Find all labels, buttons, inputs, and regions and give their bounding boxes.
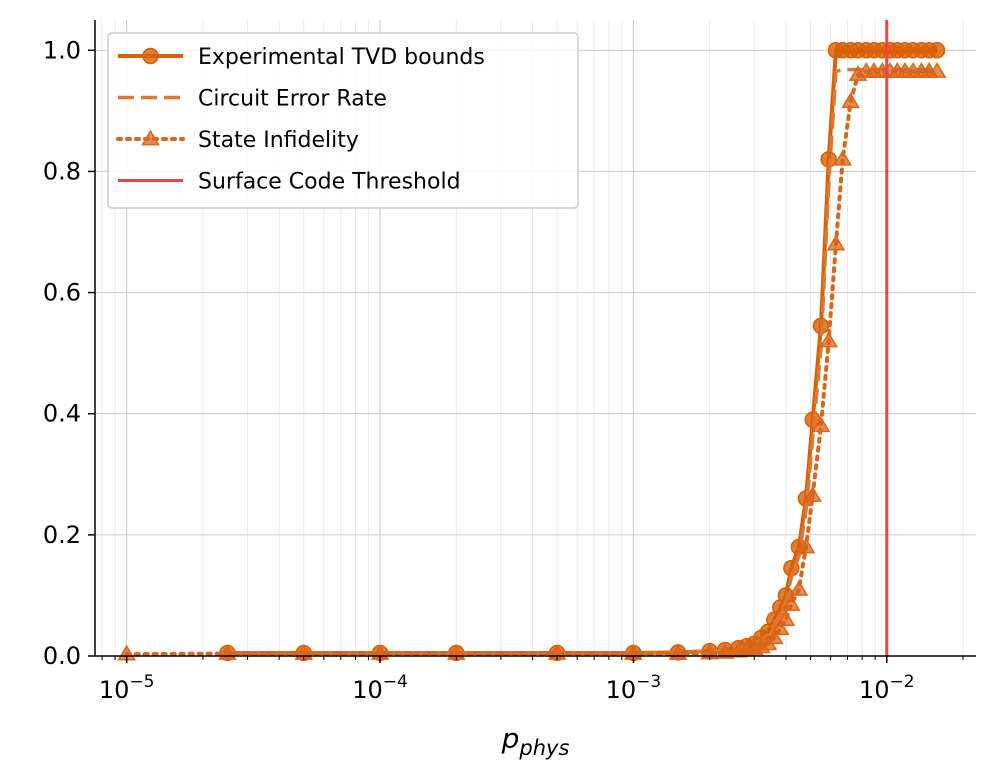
legend-item: Experimental TVD bounds (118, 45, 485, 70)
infidelity-point (803, 486, 822, 502)
x-tick-label: 10−2 (859, 672, 915, 704)
legend-label: State Infidelity (198, 128, 359, 153)
legend-item: Circuit Error Rate (118, 87, 387, 112)
infidelity-point (776, 610, 796, 627)
y-tick-label: 1.0 (43, 36, 81, 64)
infidelity-point (796, 537, 816, 554)
legend-label: Experimental TVD bounds (198, 45, 485, 70)
legend-label: Surface Code Threshold (198, 170, 461, 195)
y-tick-label: 0.6 (43, 279, 81, 307)
x-tick-label: 10−3 (606, 672, 662, 704)
x-tick-label: 10−5 (99, 672, 155, 704)
y-tick-label: 0.0 (43, 642, 81, 670)
infidelity-point (833, 149, 853, 166)
x-axis-label: pphys (501, 722, 570, 760)
legend-label: Circuit Error Rate (198, 87, 387, 112)
legend-item: Surface Code Threshold (118, 170, 461, 195)
infidelity-point (811, 416, 831, 433)
infidelity-point (819, 331, 839, 348)
infidelity-point (826, 234, 846, 251)
legend-box (107, 32, 579, 209)
infidelity-point (765, 628, 784, 645)
tvd-point (928, 42, 946, 59)
plot-area (117, 20, 947, 662)
y-tick-label: 0.2 (43, 521, 81, 549)
infidelity-point (770, 619, 790, 636)
y-tick-label: 0.4 (43, 400, 81, 428)
infidelity-point (927, 62, 947, 78)
legend: Experimental TVD bounds Circuit Error Rat… (107, 32, 579, 209)
infidelity-point (781, 595, 801, 611)
y-tick-label: 0.8 (43, 157, 81, 185)
legend-item: State Infidelity (116, 128, 359, 153)
legend-swatch-marker (141, 129, 160, 146)
legend-swatch-marker (142, 47, 159, 65)
infidelity-point (715, 642, 735, 659)
infidelity-point (789, 579, 809, 596)
axes: 0.0 0.2 0.4 0.6 0.8 1.0 10−5 10−4 10−3 10−2 pphys (43, 20, 976, 760)
infidelity-point (841, 92, 860, 109)
x-tick-label: 10−4 (352, 672, 408, 704)
